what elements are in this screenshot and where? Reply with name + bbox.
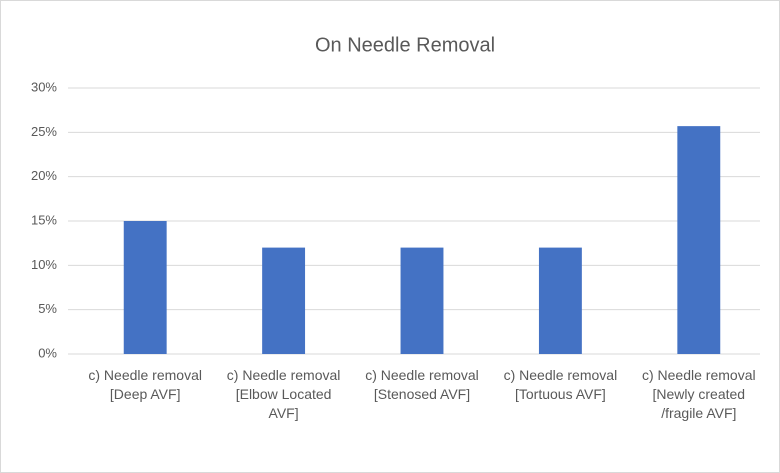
x-tick-label: c) Needle removal [Tortuous AVF] — [503, 367, 618, 402]
x-tick-label: c) Needle removal [Newly created /fragil… — [641, 367, 756, 421]
bar — [262, 247, 306, 354]
y-tick-label: 30% — [31, 79, 57, 94]
y-tick-label: 20% — [31, 168, 57, 183]
y-tick-label: 25% — [31, 124, 57, 139]
x-tick-label: c) Needle removal [Deep AVF] — [88, 367, 202, 402]
chart-title: On Needle Removal — [315, 34, 495, 56]
y-tick-label: 5% — [38, 301, 57, 316]
bar — [123, 221, 167, 354]
y-tick-label: 15% — [31, 212, 57, 227]
x-tick-label: c) Needle removal [Stenosed AVF] — [365, 367, 479, 402]
bar — [400, 247, 444, 354]
bar — [677, 126, 721, 354]
x-tick-label: c) Needle removal [Elbow Located AVF] — [226, 367, 341, 421]
y-tick-label: 0% — [38, 345, 57, 360]
bar — [538, 247, 582, 354]
y-tick-label: 10% — [31, 257, 57, 272]
